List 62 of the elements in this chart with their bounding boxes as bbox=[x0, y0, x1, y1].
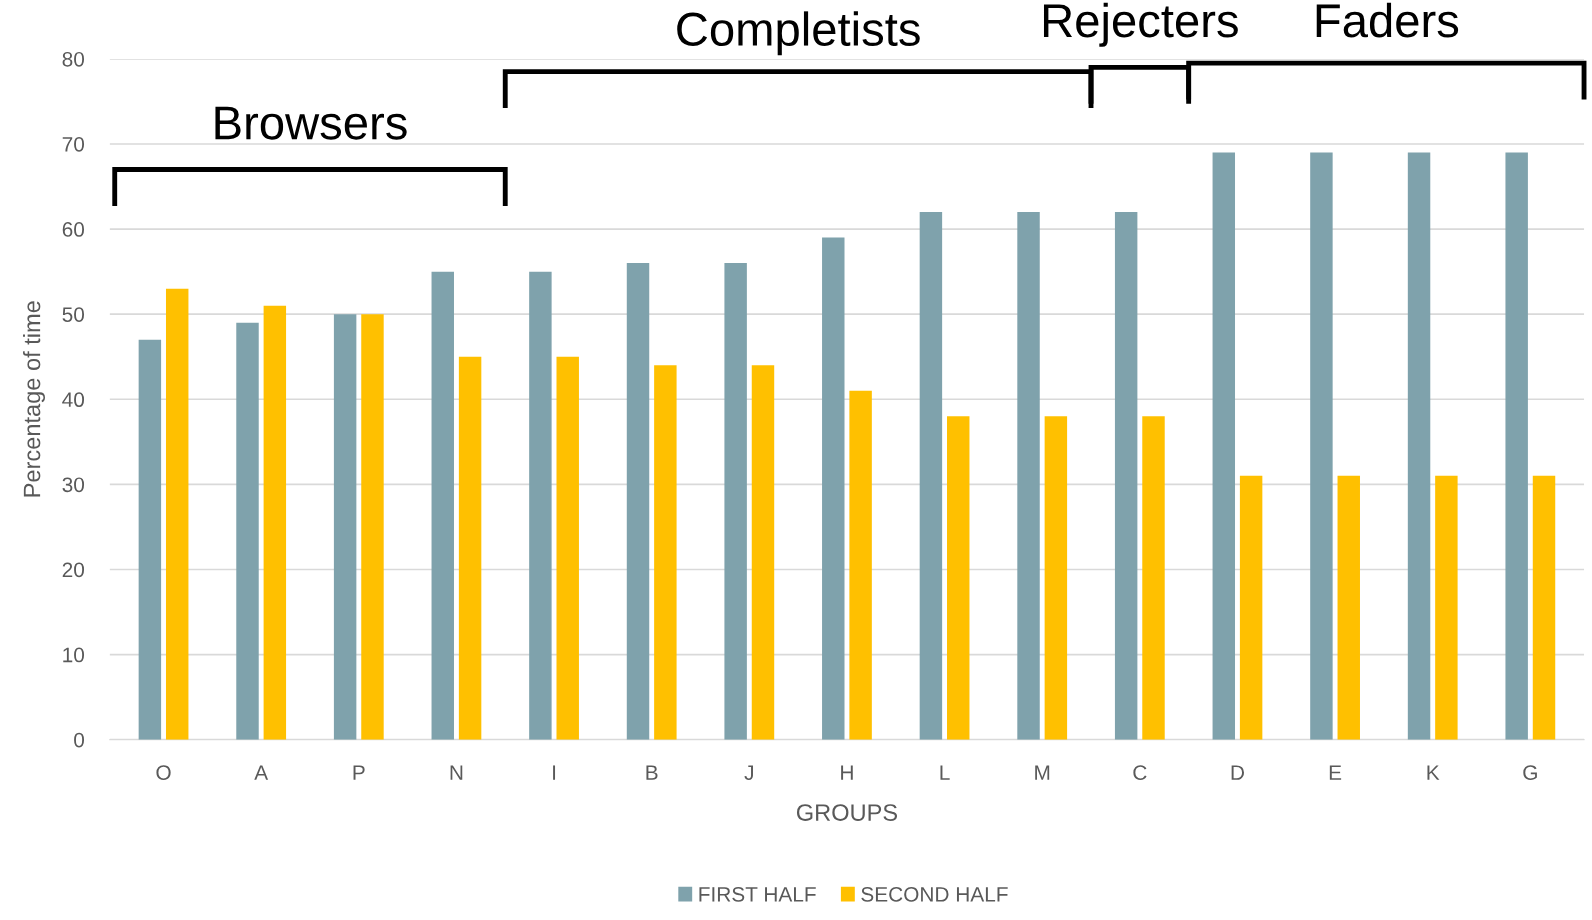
bar bbox=[556, 356, 579, 740]
x-tick-label: D bbox=[1231, 765, 1244, 780]
bar bbox=[263, 305, 287, 740]
bar bbox=[1435, 475, 1458, 740]
y-tick-label: 30 bbox=[62, 477, 85, 493]
legend-label: FIRST HALF bbox=[699, 886, 816, 902]
bar bbox=[849, 390, 872, 740]
y-tick-label: 10 bbox=[63, 647, 85, 663]
x-tick-label: K bbox=[1427, 765, 1440, 780]
text: Rejecters bbox=[1043, 2, 1238, 47]
x-tick-label: P bbox=[353, 765, 365, 780]
text: Faders bbox=[1316, 2, 1459, 38]
bar bbox=[1505, 152, 1528, 740]
bar bbox=[654, 365, 677, 740]
bar bbox=[1017, 212, 1040, 740]
x-tick-label: L bbox=[940, 765, 950, 780]
bar bbox=[1212, 152, 1236, 740]
bar bbox=[626, 263, 650, 740]
bar bbox=[1407, 152, 1431, 740]
x-tick-label: M bbox=[1035, 765, 1050, 780]
bar bbox=[1337, 475, 1360, 740]
x-tick-label: O bbox=[156, 765, 171, 780]
y-axis-title: Percentage of time bbox=[23, 301, 46, 497]
x-tick-label: B bbox=[646, 765, 658, 780]
y-tick-label: 70 bbox=[62, 136, 85, 152]
x-tick-label: J bbox=[744, 765, 753, 780]
bar bbox=[165, 288, 189, 740]
bar bbox=[361, 314, 384, 740]
x-tick-label: G bbox=[1523, 765, 1537, 780]
y-tick-label: 60 bbox=[62, 222, 85, 237]
bar bbox=[458, 356, 482, 740]
x-tick-label: A bbox=[254, 765, 269, 780]
bar bbox=[333, 314, 357, 740]
bar bbox=[1532, 475, 1556, 740]
bar bbox=[822, 237, 845, 740]
bar bbox=[1310, 152, 1333, 740]
x-tick-label: H bbox=[841, 765, 853, 780]
x-tick-label: I bbox=[553, 765, 556, 780]
legend-label: SECOND HALF bbox=[861, 886, 1008, 902]
y-tick-label: 0 bbox=[74, 732, 85, 748]
x-tick-label: C bbox=[1133, 765, 1147, 780]
bar bbox=[751, 365, 775, 740]
x-tick-label: N bbox=[450, 765, 463, 780]
bar bbox=[236, 322, 259, 740]
bar bbox=[431, 271, 454, 740]
bar bbox=[1044, 416, 1068, 740]
bar bbox=[1142, 416, 1165, 740]
y-tick-label: 40 bbox=[62, 392, 85, 408]
bar bbox=[724, 263, 747, 740]
x-axis-title: GROUPS bbox=[796, 804, 898, 821]
x-tick-label: E bbox=[1329, 765, 1342, 780]
bar bbox=[1114, 212, 1138, 740]
y-tick-label: 20 bbox=[62, 562, 85, 578]
bar bbox=[919, 212, 943, 740]
annotation: Browsers bbox=[215, 106, 407, 140]
bar bbox=[947, 416, 970, 740]
bar bbox=[1239, 475, 1263, 740]
y-tick-label: 80 bbox=[62, 51, 85, 67]
bar bbox=[529, 271, 552, 740]
y-tick-label: 50 bbox=[62, 307, 85, 322]
bar bbox=[138, 339, 162, 740]
text: Completists bbox=[677, 11, 920, 56]
